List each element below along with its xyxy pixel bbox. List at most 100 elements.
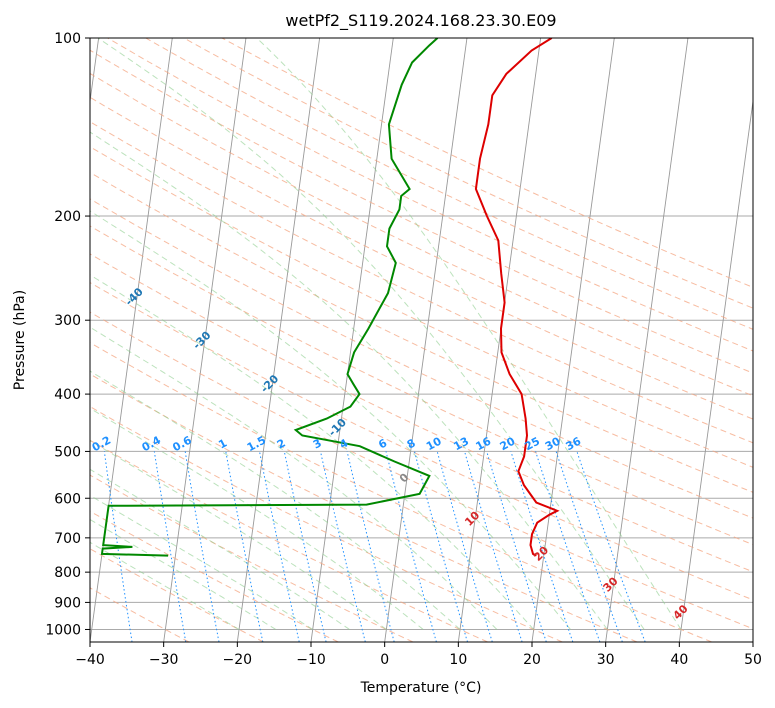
mixing-ratio-label: 30 xyxy=(543,434,563,453)
isotherm-line xyxy=(752,638,753,642)
grid-layer xyxy=(90,38,753,642)
dry-adiabat-line xyxy=(107,38,753,352)
y-tick-label: 900 xyxy=(54,595,81,611)
x-tick-label: −10 xyxy=(296,652,326,668)
moist-adiabat-line xyxy=(256,38,682,630)
mixing-ratio-line xyxy=(464,451,523,642)
dry-adiabat-line xyxy=(90,510,339,642)
dry-adiabat-line xyxy=(221,38,753,288)
dry-adiabat-line xyxy=(90,342,712,642)
moist-adiabat-line xyxy=(90,494,313,630)
temperature-profile-line xyxy=(474,38,560,557)
mixing-ratio-line xyxy=(320,451,366,642)
isotherm-line xyxy=(457,38,542,642)
tick-layer: −40 −30 −20 −10 0 10 20 30 40 5010020030040050060… xyxy=(45,31,762,668)
mixing-ratio-label: 2 xyxy=(275,436,288,451)
x-tick-label: 0 xyxy=(380,652,389,668)
dry-adiabat-line xyxy=(90,146,753,468)
mixing-ratio-line xyxy=(486,451,547,642)
dry-adiabat-line xyxy=(90,311,753,630)
mixing-ratio-label: 20 xyxy=(498,434,518,453)
dry-adiabat-line xyxy=(90,49,753,374)
x-tick-label: 40 xyxy=(670,652,688,668)
moist-adiabat-line xyxy=(90,440,387,630)
isotherm-label: 10 xyxy=(462,508,482,528)
x-tick-label: 10 xyxy=(449,652,467,668)
x-tick-label: −40 xyxy=(75,652,105,668)
x-tick-label: 20 xyxy=(523,652,541,668)
isotherm-line xyxy=(236,38,321,642)
dry-adiabat-line xyxy=(183,38,753,309)
dewpoint-profile-line xyxy=(100,38,439,557)
dry-adiabat-line xyxy=(90,121,753,444)
mixing-ratio-line xyxy=(576,451,646,642)
isotherm-label: 0 xyxy=(397,470,412,485)
dry-adiabat-line xyxy=(90,198,753,519)
isotherm-line xyxy=(163,38,247,642)
moist-adiabat-line xyxy=(90,210,571,630)
mixing-ratio-line xyxy=(385,451,437,642)
mixing-ratio-label: 25 xyxy=(522,435,542,454)
dry-adiabat-line xyxy=(90,96,753,420)
dry-adiabat-line xyxy=(90,225,753,546)
dry-adiabat-line xyxy=(90,72,753,397)
data-layer xyxy=(100,38,560,557)
chart-title: wetPf2_S119.2024.168.23.30.E09 xyxy=(285,11,556,31)
mixing-ratio-line xyxy=(283,451,327,642)
dry-adiabat-line xyxy=(90,373,638,642)
isotherm-label: 40 xyxy=(671,602,691,622)
dry-adiabat-line xyxy=(90,439,488,642)
y-tick-label: 500 xyxy=(54,444,81,460)
dry-adiabat-line xyxy=(145,38,753,330)
dry-adiabat-line xyxy=(90,548,264,642)
y-tick-label: 100 xyxy=(54,31,81,47)
moist-adiabat-line xyxy=(90,541,240,630)
mixing-ratio-line xyxy=(184,451,220,642)
x-tick-label: 30 xyxy=(597,652,615,668)
y-tick-label: 800 xyxy=(54,565,81,581)
moist-adiabat-line xyxy=(90,131,608,630)
mixing-ratio-line xyxy=(510,451,574,642)
mixing-ratio-line xyxy=(555,451,623,642)
isotherm-label: -20 xyxy=(258,372,281,395)
y-tick-label: 400 xyxy=(54,387,81,403)
mixing-ratio-label: 36 xyxy=(564,434,584,453)
y-tick-label: 300 xyxy=(54,313,81,329)
x-tick-label: −30 xyxy=(149,652,179,668)
isotherm-line xyxy=(531,38,615,642)
x-tick-label: 50 xyxy=(744,652,762,668)
mixing-ratio-label: 13 xyxy=(451,435,471,454)
mixing-ratio-line xyxy=(414,451,468,642)
mixing-ratio-line xyxy=(436,451,493,642)
isotherm-line xyxy=(90,38,100,105)
moist-adiabat-line xyxy=(90,370,461,630)
x-axis-label: Temperature (°C) xyxy=(360,680,482,696)
x-tick-label: −20 xyxy=(223,652,253,668)
mixing-ratio-line xyxy=(153,451,187,642)
dry-adiabat-line xyxy=(90,406,563,642)
isotherm-line xyxy=(605,38,689,642)
y-tick-label: 700 xyxy=(54,531,81,547)
plot-frame xyxy=(89,37,754,643)
y-axis-label: Pressure (hPa) xyxy=(12,290,28,390)
mixing-ratio-line xyxy=(259,451,300,642)
mixing-ratio-line xyxy=(535,451,601,642)
mixing-ratio-label: 6 xyxy=(376,436,389,451)
y-tick-label: 600 xyxy=(54,491,81,507)
moist-adiabat-line xyxy=(97,38,645,630)
mixing-ratio-label: 10 xyxy=(424,434,444,453)
isotherm-line xyxy=(384,38,468,642)
mixing-ratio-label: 16 xyxy=(474,434,494,453)
isotherm-line xyxy=(678,98,753,642)
moist-adiabat-line xyxy=(90,468,350,630)
moist-adiabat-line xyxy=(90,326,498,630)
y-tick-label: 200 xyxy=(54,209,81,225)
moist-adiabat-line xyxy=(90,518,277,630)
y-tick-label: 1000 xyxy=(45,622,81,638)
dry-adiabat-line xyxy=(90,281,753,601)
mixing-ratio-line xyxy=(346,451,395,642)
isotherm-label: -40 xyxy=(123,285,146,308)
mixing-ratio-line xyxy=(103,451,133,642)
isotherm-label: 20 xyxy=(531,544,551,564)
